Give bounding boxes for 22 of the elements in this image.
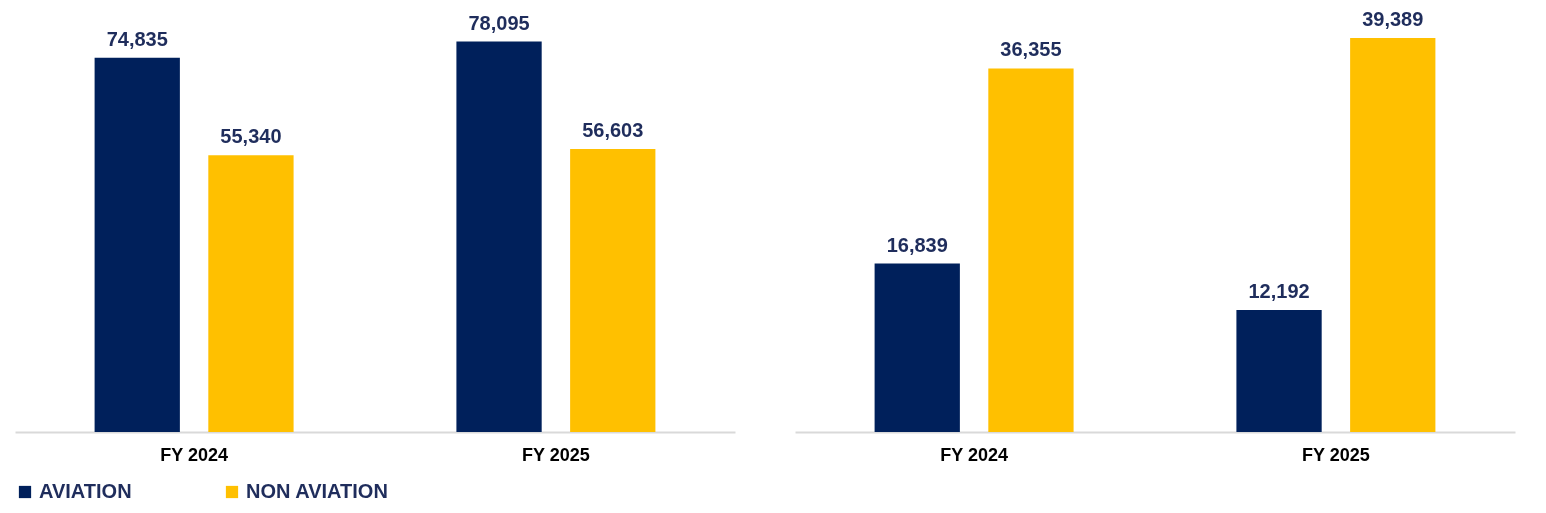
bar bbox=[1350, 38, 1436, 432]
data-label: 78,095 bbox=[468, 11, 530, 34]
bar bbox=[1236, 310, 1322, 432]
x-tick-label: FY 2025 bbox=[522, 444, 590, 465]
data-label: 16,839 bbox=[886, 233, 948, 256]
x-tick-label: FY 2024 bbox=[160, 444, 228, 465]
x-tick-label: FY 2024 bbox=[940, 444, 1008, 465]
data-label: 39,389 bbox=[1362, 8, 1424, 31]
legend-label: NON AVIATION bbox=[246, 480, 388, 502]
data-label: 36,355 bbox=[1000, 38, 1062, 61]
data-label: 55,340 bbox=[220, 125, 282, 148]
data-label: 74,835 bbox=[106, 27, 168, 50]
legend-label: AVIATION bbox=[39, 480, 132, 502]
bar bbox=[208, 155, 294, 432]
bar bbox=[94, 57, 180, 432]
data-label: 56,603 bbox=[582, 118, 644, 141]
bar bbox=[874, 263, 960, 432]
x-tick-label: FY 2025 bbox=[1302, 444, 1370, 465]
bar bbox=[456, 41, 542, 432]
data-label: 12,192 bbox=[1248, 280, 1310, 303]
bar bbox=[570, 148, 656, 432]
bar bbox=[988, 68, 1074, 432]
